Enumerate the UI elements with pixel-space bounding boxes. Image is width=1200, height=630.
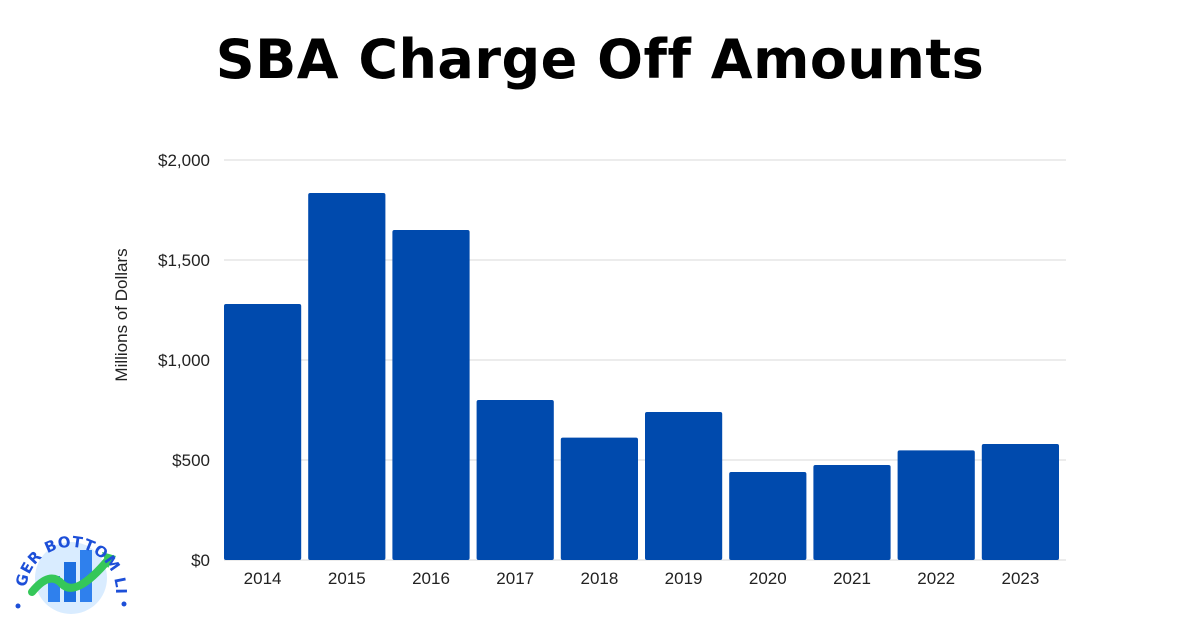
logo-arrowhead-icon: [102, 552, 116, 568]
bar-2015: [308, 193, 386, 560]
y-tick-label: $500: [172, 451, 210, 470]
bar-2021: [813, 465, 891, 560]
y-tick-label: $0: [191, 551, 210, 570]
x-tick-label: 2017: [496, 569, 534, 588]
bigger-bottom-line-logo: BIGGER BOTTOM LINE: [4, 500, 130, 614]
x-tick-label: 2023: [1001, 569, 1039, 588]
x-tick-label: 2019: [665, 569, 703, 588]
bar-2017: [476, 400, 554, 560]
bar-2014: [224, 304, 302, 560]
logo-bar-icon: [80, 550, 92, 602]
y-tick-label: $1,500: [158, 251, 210, 270]
bar-2016: [392, 230, 470, 560]
y-tick-label: $2,000: [158, 151, 210, 170]
x-axis-ticks: 2014 2015 2016 2017 2018 2019 2020 2021 2022 2023: [244, 569, 1040, 588]
bar-2022: [897, 450, 975, 560]
x-tick-label: 2022: [917, 569, 955, 588]
y-tick-label: $1,000: [158, 351, 210, 370]
x-tick-label: 2015: [328, 569, 366, 588]
bar-2023: [981, 444, 1059, 560]
y-axis-label: Millions of Dollars: [112, 248, 131, 381]
logo-dot-icon: [121, 601, 127, 607]
bars: [224, 193, 1059, 560]
logo-dot-icon: [15, 603, 21, 609]
x-tick-label: 2014: [244, 569, 282, 588]
bar-2019: [645, 412, 723, 560]
x-tick-label: 2020: [749, 569, 787, 588]
x-tick-label: 2021: [833, 569, 871, 588]
chart-title: SBA Charge Off Amounts: [215, 28, 985, 91]
y-axis-ticks: $0 $500 $1,000 $1,500 $2,000: [158, 151, 210, 570]
logo-arrow-icon: [28, 556, 112, 596]
bar-2020: [729, 472, 807, 560]
bar-2018: [560, 437, 638, 560]
x-tick-label: 2018: [580, 569, 618, 588]
x-tick-label: 2016: [412, 569, 450, 588]
logo-bar-icon: [64, 562, 76, 602]
